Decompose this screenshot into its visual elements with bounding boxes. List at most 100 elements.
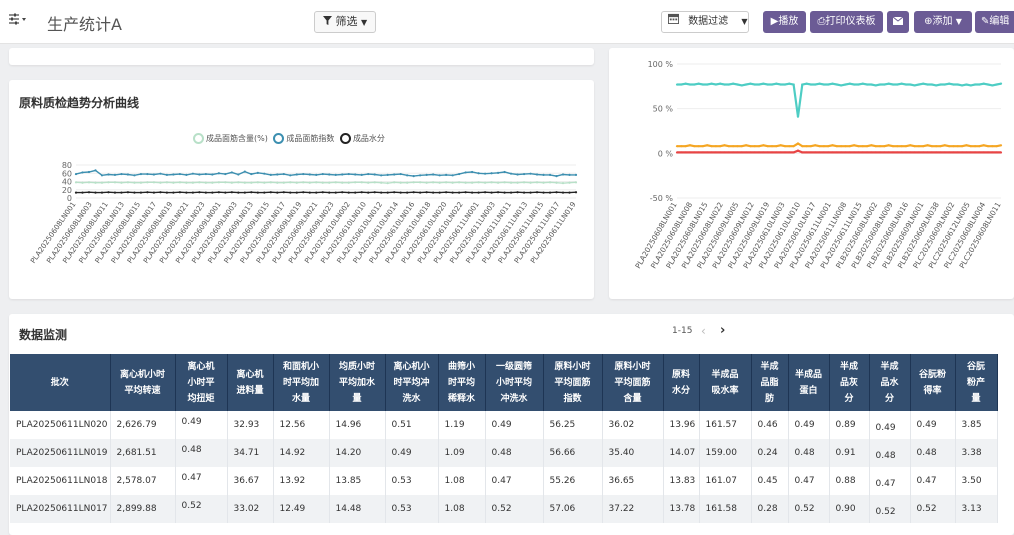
column-header[interactable]: 和面机小 时平均加 水量 [273,354,330,411]
legend-item-gluten-content[interactable]: 成品面筋含量(%) [193,133,268,144]
legend-item-moisture[interactable]: 成品水分 [339,133,385,144]
column-header-label: 粉产 [966,377,985,388]
data-point [74,181,78,184]
filter-label: 筛选 [335,15,358,28]
data-point [732,82,735,85]
pagination-range: 1-15 [672,326,693,336]
data-point [727,83,730,86]
column-header[interactable]: 原料小时 平均面筋 含量 [602,354,664,411]
data-point [913,145,916,148]
column-header-label: 原料小时 [614,361,651,372]
data-point [909,83,912,86]
table-row[interactable]: PLA20250611LN018 2,578.07 0.47 36.67 13.92 13… [10,467,998,495]
data-point [107,181,110,184]
data-point [185,173,188,176]
data-point [796,115,800,118]
data-point [81,181,84,184]
table-row[interactable]: PLA20250611LN019 2,681.51 0.48 34.71 14.92 14… [10,439,998,467]
table-row[interactable]: PLA20250611LN017 2,899.88 0.52 33.02 12.49 14… [10,495,998,523]
filter-button[interactable]: 筛选 ▼ [314,11,377,33]
table-cell: 0.49 [788,411,830,439]
data-point [783,83,787,86]
column-header[interactable]: 原料 水分 [663,354,700,411]
data-point [675,145,679,148]
edit-button[interactable]: ✎编辑 [975,11,1014,33]
data-point [237,191,240,194]
data-point [775,145,778,148]
data-point [406,181,409,184]
data-point [848,151,851,154]
chevron-right-icon[interactable]: › [720,323,726,338]
data-point [561,182,565,185]
column-header[interactable]: 均质小时 平均加水量 [329,354,386,411]
print-dashboard-button[interactable]: ⎙打印仪表板 [810,11,883,33]
data-point [574,191,578,194]
table-cell: 14.96 [329,411,386,439]
column-header[interactable]: 离心机小 时平均冲 洗水 [385,354,439,411]
column-header[interactable]: 离心机 小时平 均扭矩 [175,354,228,411]
column-header[interactable]: 离心机 进料量 [227,354,274,411]
legend-item-gluten-index[interactable]: 成品面筋指数 [273,133,334,144]
column-header-label: 均扭矩 [187,393,215,404]
data-point [568,173,571,176]
data-point [779,83,782,86]
column-header[interactable]: 离心机小时 平均转速 [110,354,176,411]
column-header[interactable]: 谷朊 粉产量 [955,354,998,411]
column-header-label: 肪 [764,393,774,404]
column-header[interactable]: 半成品 蛋白 [788,354,830,411]
data-point [354,191,357,194]
data-point [347,191,350,194]
column-header[interactable]: 半成 品灰分 [829,354,870,411]
column-header[interactable]: 谷朊粉 得率 [910,354,956,411]
data-point [965,151,968,154]
data-point [935,145,938,148]
add-button[interactable]: ⊕添加 ▼ [914,11,972,33]
data-point [250,181,253,184]
chevron-left-icon[interactable]: ‹ [701,324,706,338]
data-point [126,173,130,176]
table-row[interactable]: PLA20250611LN020 2,626.79 0.49 32.93 12.56 14… [10,411,998,439]
play-button[interactable]: ▶播放 [763,11,806,33]
table-cell: 0.46 [751,411,789,439]
data-point [289,174,292,177]
data-point [133,181,136,184]
data-point [561,173,565,176]
data-point [354,173,357,176]
data-point [542,173,545,176]
data-point [757,83,761,86]
data-point [723,144,726,147]
email-button[interactable] [887,11,909,33]
table-cell: 13.85 [329,467,386,495]
data-point [853,144,856,147]
table-cell: 3.13 [955,495,998,523]
data-point [548,173,552,176]
column-header[interactable]: 半成品 吸水率 [699,354,752,411]
column-header[interactable]: 半成 品脂肪 [751,354,789,411]
data-point [714,83,717,86]
data-point [548,191,552,194]
column-header[interactable]: 一级圆筛 小时平均 冲洗水 [485,354,544,411]
date-filter-dropdown[interactable]: 数据过滤 ▼ [661,11,749,33]
column-header-label: 平均转速 [124,385,161,396]
data-point [535,191,539,194]
column-header[interactable]: 原料小时 平均面筋 指数 [543,354,603,411]
data-point [354,181,357,184]
data-point [753,145,756,148]
data-point [509,181,513,184]
table-cell: 1.08 [438,495,486,523]
data-point [948,145,951,148]
quality-trend-chart: 806040200PLA20250608LN001PLA20250608LN00… [28,161,578,265]
data-point [334,181,337,184]
data-point [891,145,895,148]
table-cell: 32.93 [227,411,274,439]
data-point [697,145,700,148]
settings-menu-button[interactable] [8,13,28,28]
data-point [295,191,298,194]
column-header[interactable]: 批次 [10,354,111,411]
column-header[interactable]: 半成 品水分 [869,354,911,411]
column-header[interactable]: 曲筛小 时平均 稀释水 [438,354,486,411]
data-point [801,151,804,154]
data-point [445,173,448,176]
data-point [969,145,972,148]
data-point [419,174,422,177]
